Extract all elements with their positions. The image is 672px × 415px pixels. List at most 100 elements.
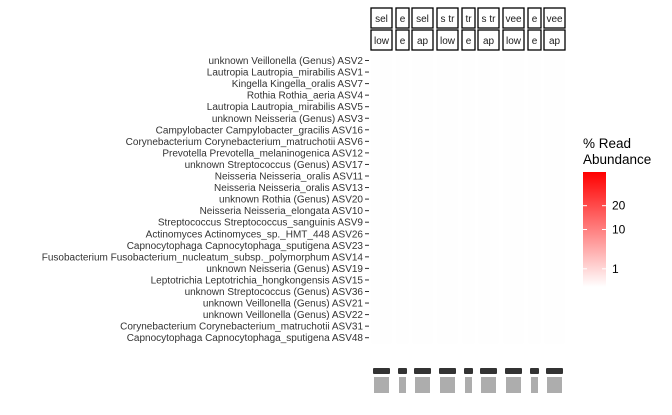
heatmap-cell bbox=[437, 216, 458, 228]
heatmap-cell bbox=[437, 251, 458, 263]
legend-tick-label: 1 bbox=[612, 262, 619, 276]
heatmap-cell bbox=[528, 331, 541, 344]
facet-strip-top bbox=[395, 7, 410, 29]
y-tick-label: Neisseria Neisseria_oralis ASV13 bbox=[214, 183, 363, 194]
facet-strip-bottom bbox=[543, 29, 566, 51]
heatmap-cell bbox=[437, 308, 458, 321]
heatmap-cell bbox=[544, 216, 565, 228]
heatmap-cell bbox=[528, 112, 541, 125]
heatmap-cell bbox=[503, 135, 524, 148]
heatmap-cell bbox=[437, 320, 458, 332]
heatmap-cell bbox=[462, 193, 475, 205]
heatmap-cell bbox=[437, 331, 458, 344]
facet-strip-bottom-label: e bbox=[466, 36, 472, 47]
heatmap-cell bbox=[437, 239, 458, 252]
heatmap-cell bbox=[371, 112, 392, 125]
heatmap-cell bbox=[478, 262, 499, 275]
heatmap-cell bbox=[544, 297, 565, 309]
heatmap-cell bbox=[528, 308, 541, 321]
heatmap-cell bbox=[412, 216, 433, 228]
heatmap-cell bbox=[412, 135, 433, 148]
heatmap-cell bbox=[528, 227, 541, 240]
x-tick-label bbox=[439, 368, 456, 374]
heatmap-cell bbox=[371, 147, 392, 159]
facet-strip-top-label: vee bbox=[546, 14, 563, 25]
heatmap-cell bbox=[528, 251, 541, 263]
heatmap-cell bbox=[544, 112, 565, 125]
heatmap-cell bbox=[528, 297, 541, 309]
legend-tick-label: 10 bbox=[612, 223, 626, 237]
facet-strip-top bbox=[502, 7, 525, 29]
heatmap-cell bbox=[544, 54, 565, 67]
heatmap-cell bbox=[544, 193, 565, 205]
heatmap-cell bbox=[371, 262, 392, 275]
heatmap-cell bbox=[412, 297, 433, 309]
heatmap-cell bbox=[396, 227, 409, 240]
heatmap-cell bbox=[503, 66, 524, 78]
heatmap-cell bbox=[396, 181, 409, 194]
heatmap-cell bbox=[371, 320, 392, 332]
facet-strip-bottom bbox=[461, 29, 476, 51]
y-tick-label: unknown Veillonella (Genus) ASV21 bbox=[203, 299, 364, 310]
heatmap-cell bbox=[396, 89, 409, 101]
heatmap-cell bbox=[396, 135, 409, 148]
heatmap-cell bbox=[412, 112, 433, 125]
heatmap-cell bbox=[503, 239, 524, 252]
heatmap-cell bbox=[437, 100, 458, 113]
heatmap-cell bbox=[396, 66, 409, 78]
x-tick-label bbox=[440, 377, 455, 393]
y-tick-label: Rothia Rothia_aeria ASV4 bbox=[247, 91, 364, 102]
facet-strip-top bbox=[370, 7, 393, 29]
heatmap-cell bbox=[412, 285, 433, 298]
x-tick-label bbox=[374, 377, 389, 393]
heatmap-cell bbox=[544, 308, 565, 321]
heatmap-cell bbox=[396, 158, 409, 171]
heatmap-cell bbox=[412, 77, 433, 90]
x-tick-label bbox=[546, 368, 563, 374]
heatmap-cell bbox=[503, 251, 524, 263]
heatmap-cell bbox=[371, 135, 392, 148]
heatmap-cell bbox=[371, 77, 392, 90]
heatmap-cell bbox=[437, 227, 458, 240]
y-tick-label: unknown Neisseria (Genus) ASV19 bbox=[206, 264, 363, 275]
y-tick-label: Streptococcus Streptococcus_sanguinis AS… bbox=[158, 218, 364, 229]
y-tick-label: Lautropia Lautropia_mirabilis ASV5 bbox=[207, 102, 364, 113]
legend: % Read Abundance 1 10 20 bbox=[583, 136, 651, 287]
x-tick-label bbox=[414, 368, 431, 374]
heatmap-cell bbox=[478, 193, 499, 205]
heatmap-cell bbox=[437, 181, 458, 194]
facet-strip-top-label: sel bbox=[375, 14, 388, 25]
heatmap-cell bbox=[544, 170, 565, 182]
heatmap-cell bbox=[544, 100, 565, 113]
heatmap-cell bbox=[544, 135, 565, 148]
facet-strip-bottom bbox=[477, 29, 500, 51]
y-tick-label: Kingella Kingella_oralis ASV7 bbox=[232, 79, 364, 90]
heatmap-cell bbox=[462, 297, 475, 309]
x-tick-label bbox=[531, 377, 538, 393]
heatmap-cell bbox=[503, 227, 524, 240]
heatmap-cell bbox=[396, 193, 409, 205]
heatmap-cell bbox=[478, 135, 499, 148]
heatmap-cell bbox=[412, 204, 433, 217]
heatmap-cell bbox=[371, 54, 392, 67]
y-tick-label: unknown Veillonella (Genus) ASV2 bbox=[208, 56, 363, 67]
heatmap-cell bbox=[412, 193, 433, 205]
heatmap-cell bbox=[544, 158, 565, 171]
heatmap-cell bbox=[412, 54, 433, 67]
heatmap-cell bbox=[462, 262, 475, 275]
heatmap-cell bbox=[462, 239, 475, 252]
heatmap-cell bbox=[528, 262, 541, 275]
heatmap-cell bbox=[528, 54, 541, 67]
heatmap-cell bbox=[371, 100, 392, 113]
heatmap-cell bbox=[528, 274, 541, 286]
heatmap-cell bbox=[412, 181, 433, 194]
heatmap-cell bbox=[371, 124, 392, 136]
heatmap-cell bbox=[544, 66, 565, 78]
heatmap-cell bbox=[371, 89, 392, 101]
facet-strip-bottom-label: ap bbox=[549, 36, 561, 47]
heatmap-cell bbox=[462, 170, 475, 182]
heatmap-cell bbox=[437, 112, 458, 125]
heatmap-cell bbox=[437, 274, 458, 286]
x-tick-label bbox=[530, 368, 539, 374]
